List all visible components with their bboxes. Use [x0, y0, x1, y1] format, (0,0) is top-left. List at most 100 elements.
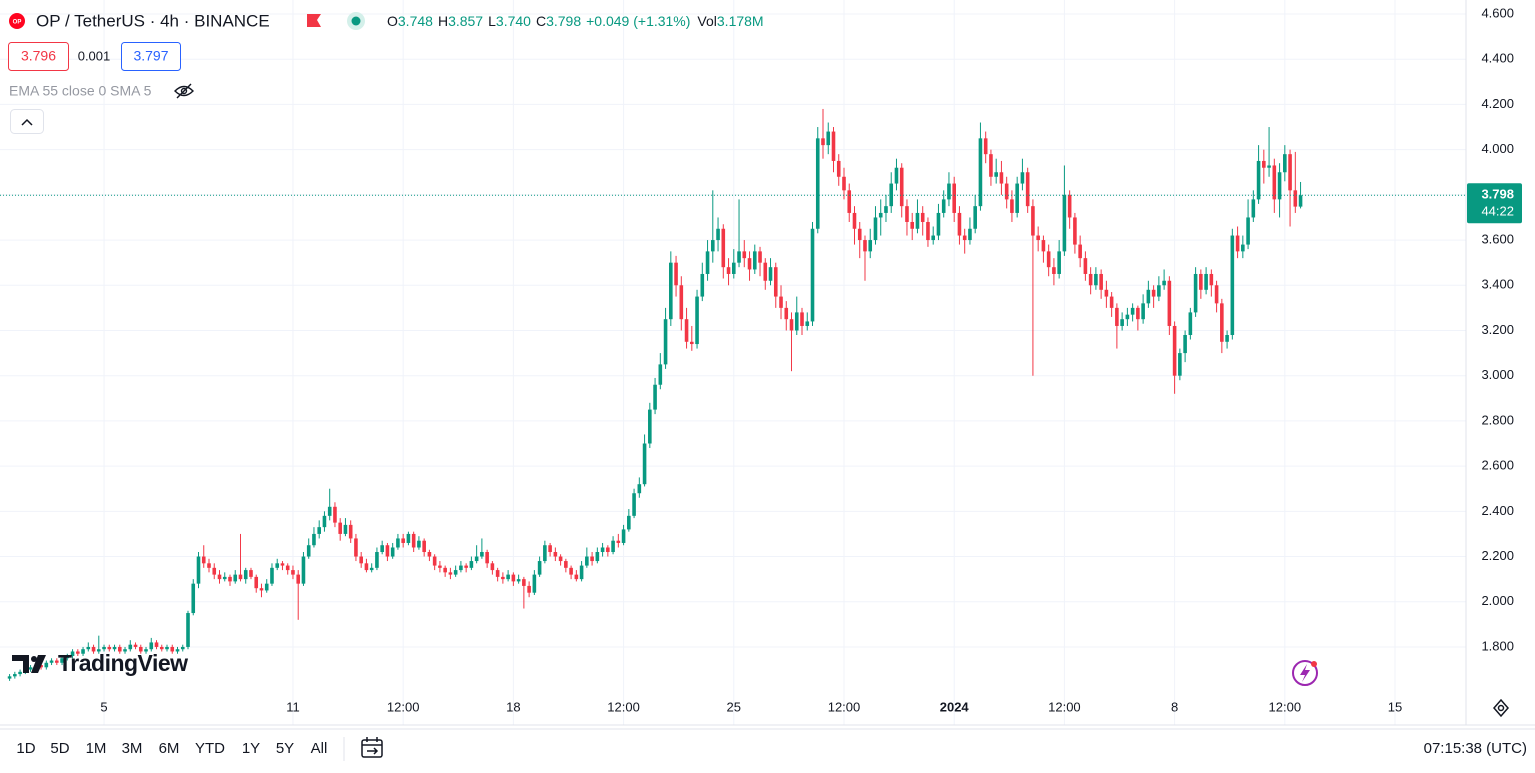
candle-body [338, 522, 342, 534]
grid [0, 0, 1466, 725]
candle-body [396, 538, 400, 548]
alert-icon-bolt [1300, 664, 1310, 682]
candle-body [590, 556, 594, 562]
candle-body [333, 506, 337, 523]
x-tick-label: 12:00 [387, 699, 420, 714]
candle-body [1004, 183, 1009, 200]
indicator-legend[interactable]: EMA 55 close 0 SMA 5 [9, 83, 152, 99]
candle-body [327, 506, 332, 516]
candle-body [1141, 303, 1145, 320]
candle-body [1120, 319, 1124, 326]
candle-body [779, 296, 783, 308]
candle-body [385, 545, 390, 557]
timeframe-button[interactable]: 1Y [242, 740, 260, 757]
x-tick-label: 25 [727, 699, 741, 714]
ohlc-key: O [387, 13, 398, 29]
candle-body [899, 167, 904, 207]
candle-body [1146, 289, 1151, 304]
candle-body [511, 574, 516, 582]
x-tick-label: 15 [1388, 699, 1402, 714]
candle-body [789, 319, 794, 331]
candle-body [863, 240, 867, 252]
timeframe-button[interactable]: YTD [195, 740, 225, 757]
candle-body [1052, 267, 1056, 274]
candle-body [1246, 217, 1250, 245]
symbol-title[interactable]: OP / TetherUS · 4h · BINANCE [36, 11, 270, 30]
candle-body [994, 172, 998, 177]
timeframe-button[interactable]: 1M [86, 740, 107, 757]
flag-icon[interactable] [307, 14, 321, 27]
candle-body [936, 212, 941, 236]
candle-body [658, 364, 663, 385]
candle-body [747, 258, 752, 270]
candle-body [868, 240, 873, 252]
candle-body [149, 642, 154, 650]
candle-body [999, 172, 1004, 184]
ask-box[interactable] [121, 42, 181, 71]
candle-body [81, 649, 85, 654]
candle-body [18, 671, 22, 675]
candle-body [1025, 172, 1030, 207]
hide-icon[interactable] [174, 83, 194, 99]
timeframe-button[interactable]: 6M [159, 740, 180, 757]
collapse-button[interactable] [10, 109, 44, 134]
candle-body [915, 212, 920, 229]
candle-body [432, 556, 437, 566]
candle-body [821, 138, 825, 146]
candle-body [55, 660, 59, 663]
last-price-tag [1467, 183, 1522, 224]
candle-body [196, 556, 201, 584]
candle-body [564, 561, 568, 568]
candle-body [422, 540, 426, 553]
ask-price: 3.797 [133, 48, 168, 64]
timeframe-button[interactable]: All [311, 740, 328, 757]
timeframe-button[interactable]: 3M [122, 740, 143, 757]
candle-body [705, 251, 710, 274]
candle-body [758, 251, 762, 263]
candle-body [144, 649, 148, 652]
candle-body [721, 228, 726, 268]
ohlc-value: 3.798 [546, 13, 581, 29]
settings-icon[interactable] [1493, 698, 1509, 718]
candle-body [117, 646, 122, 652]
candle-body [1193, 273, 1198, 313]
candle-body [123, 649, 127, 652]
candle-body [380, 545, 384, 553]
x-tick-label: 12:00 [1269, 699, 1302, 714]
clock[interactable]: 07:15:38 (UTC) [1424, 740, 1527, 757]
candle-body [674, 262, 678, 286]
date-range-icon[interactable] [361, 737, 383, 758]
candle-body [1167, 280, 1172, 326]
candle-body [485, 552, 489, 564]
candle-body [96, 649, 101, 652]
candle-body [280, 563, 285, 566]
candle-body [726, 267, 731, 274]
candle-body [1283, 154, 1287, 173]
alert-icon[interactable] [1292, 660, 1318, 686]
candle-body [138, 646, 143, 652]
candle-body [815, 138, 820, 229]
candle-body [1136, 307, 1140, 320]
candle-body [354, 538, 358, 557]
candle-body [1010, 199, 1014, 213]
candle-body [1104, 289, 1109, 297]
candle-body [448, 572, 453, 575]
candle-body [690, 341, 694, 345]
candle-body [884, 206, 888, 213]
candle-body [684, 319, 689, 342]
candle-body [296, 574, 301, 584]
candle-body [1151, 289, 1156, 297]
bid-box[interactable] [8, 42, 69, 71]
candle-body [1172, 325, 1177, 376]
timeframe-button[interactable]: 5D [50, 740, 69, 757]
candle-body [1293, 190, 1298, 207]
candle-body [390, 547, 395, 557]
y-tick-label: 3.200 [1481, 322, 1514, 337]
timeframe-button[interactable]: 5Y [276, 740, 294, 757]
candle-body [1125, 314, 1130, 320]
candle-body [957, 212, 962, 236]
candle-body [548, 545, 552, 553]
timeframe-button[interactable]: 1D [16, 740, 35, 757]
candle-body [653, 384, 657, 410]
candle-body [794, 312, 799, 331]
